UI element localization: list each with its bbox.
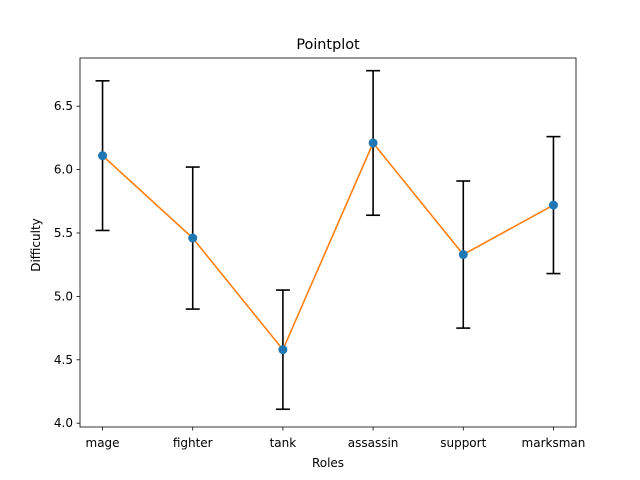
data-point xyxy=(548,200,558,210)
y-axis-label: Difficulty xyxy=(29,218,43,272)
x-tick-label: support xyxy=(440,436,486,450)
y-tick-label: 4.0 xyxy=(54,416,73,430)
y-tick-label: 5.5 xyxy=(54,226,73,240)
x-tick-label: mage xyxy=(86,436,120,450)
series-line xyxy=(102,141,554,352)
x-tick-label: assassin xyxy=(348,436,399,450)
y-tick-label: 6.5 xyxy=(54,99,73,113)
x-tick-label: fighter xyxy=(173,436,213,450)
data-point xyxy=(458,250,468,260)
x-axis-label: Roles xyxy=(312,456,344,470)
data-point xyxy=(188,233,198,243)
y-tick-label: 6.0 xyxy=(54,163,73,177)
x-axis-ticks: mage fighter tank assassin support marksman xyxy=(86,427,586,450)
y-axis-ticks: 4.0 4.5 5.0 5.5 6.0 6.5 xyxy=(54,99,80,430)
data-series xyxy=(95,69,561,411)
data-point xyxy=(98,151,108,161)
data-point xyxy=(368,138,378,148)
x-tick-label: tank xyxy=(270,436,297,450)
y-tick-label: 5.0 xyxy=(54,289,73,303)
y-tick-label: 4.5 xyxy=(54,353,73,367)
chart-title: Pointplot xyxy=(296,37,360,53)
x-tick-label: marksman xyxy=(522,436,586,450)
data-point xyxy=(278,345,288,355)
plot-area-frame xyxy=(79,57,577,428)
